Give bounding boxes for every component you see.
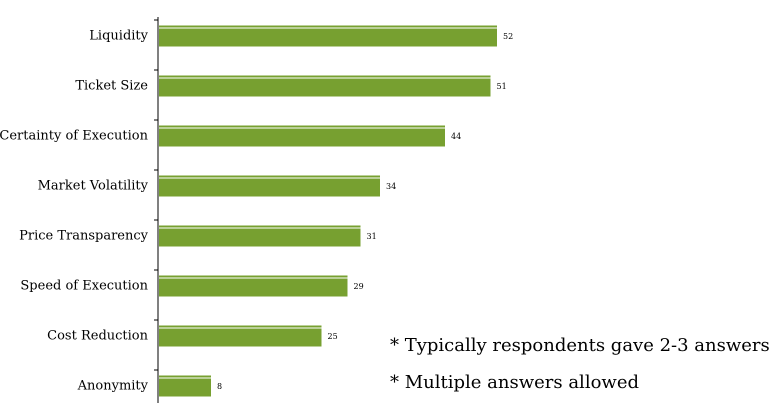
category-label-liquidity: Liquidity bbox=[89, 29, 148, 44]
bar-price-transparency bbox=[159, 225, 361, 247]
category-label-market-volatility: Market Volatility bbox=[38, 179, 149, 194]
category-label-certainty-of-execution: Certainty of Execution bbox=[0, 129, 149, 144]
category-label-cost-reduction: Cost Reduction bbox=[47, 329, 148, 344]
bar-speed-of-execution bbox=[159, 275, 348, 297]
value-label-speed-of-execution: 29 bbox=[354, 282, 364, 291]
category-label-speed-of-execution: Speed of Execution bbox=[20, 279, 148, 294]
bar-market-volatility bbox=[159, 175, 380, 197]
bar-anonymity bbox=[159, 375, 211, 397]
bar-certainty-of-execution bbox=[159, 125, 445, 147]
value-label-market-volatility: 34 bbox=[386, 182, 396, 191]
note-multiple-answers: * Multiple answers allowed bbox=[390, 372, 639, 393]
note-typical-answers: * Typically respondents gave 2-3 answers bbox=[390, 335, 770, 356]
category-label-price-transparency: Price Transparency bbox=[19, 229, 149, 244]
bar-liquidity bbox=[159, 25, 497, 47]
value-label-certainty-of-execution: 44 bbox=[451, 132, 461, 141]
category-label-anonymity: Anonymity bbox=[77, 379, 149, 394]
value-label-cost-reduction: 25 bbox=[328, 332, 338, 341]
bar-ticket-size bbox=[159, 75, 491, 97]
value-label-anonymity: 8 bbox=[217, 382, 222, 391]
category-label-ticket-size: Ticket Size bbox=[75, 79, 148, 94]
bar-cost-reduction bbox=[159, 325, 322, 347]
value-label-liquidity: 52 bbox=[503, 32, 513, 41]
value-label-ticket-size: 51 bbox=[497, 82, 507, 91]
value-label-price-transparency: 31 bbox=[367, 232, 377, 241]
